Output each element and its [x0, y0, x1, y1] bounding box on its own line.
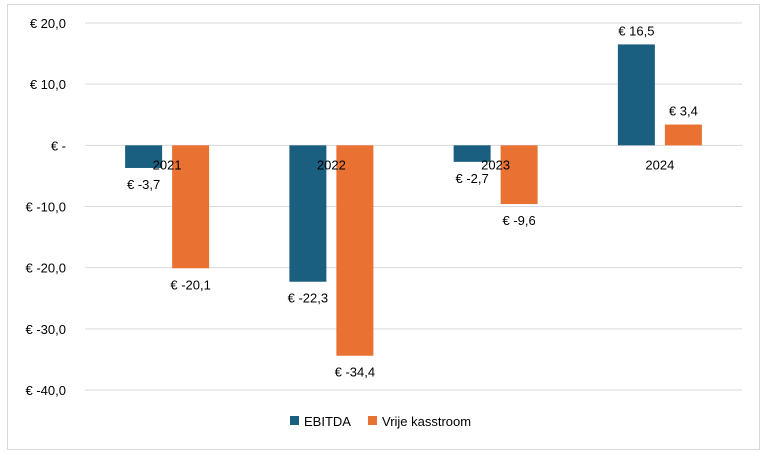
data-label: € -22,3 — [288, 291, 328, 306]
bar-vrije-kasstroom — [664, 124, 702, 146]
category-label: 2022 — [317, 157, 346, 172]
bars — [125, 44, 702, 356]
legend-label-ebitda: EBITDA — [304, 414, 351, 429]
category-label: 2023 — [481, 157, 510, 172]
category-label: 2021 — [153, 157, 182, 172]
y-axis-tick-labels: € 20,0 € 10,0 € - € -10,0 € -20,0 € -30,0 € -4… — [26, 16, 66, 398]
data-labels: € -3,7 € -20,1 € -22,3 € -34,4 € -2,7 € -9,6 €… — [127, 23, 698, 379]
y-tick-label: € - — [51, 138, 66, 153]
legend: EBITDA Vrije kasstroom — [290, 414, 471, 429]
y-tick-label: € -40,0 — [26, 383, 66, 398]
bar-vrije-kasstroom — [336, 145, 374, 356]
bar-vrije-kasstroom — [172, 145, 210, 269]
bar-ebitda — [453, 145, 491, 162]
data-label: € -34,4 — [335, 365, 375, 380]
data-label: € -2,7 — [456, 171, 489, 186]
bar-ebitda — [289, 145, 327, 282]
legend-swatch-ebitda — [290, 416, 299, 425]
y-tick-label: € 20,0 — [30, 16, 66, 31]
data-label: € 16,5 — [618, 23, 654, 38]
data-label: € 3,4 — [669, 104, 698, 119]
category-labels: 2021 2022 2023 2024 — [153, 157, 675, 172]
legend-label-vrije-kasstroom: Vrije kasstroom — [382, 414, 471, 429]
legend-swatch-vrije-kasstroom — [368, 416, 377, 425]
data-label: € -9,6 — [503, 213, 536, 228]
bar-vrije-kasstroom — [500, 145, 538, 205]
y-tick-label: € 10,0 — [30, 77, 66, 92]
y-tick-label: € -10,0 — [26, 200, 66, 215]
data-label: € -20,1 — [170, 277, 210, 292]
bar-ebitda — [617, 44, 655, 146]
y-tick-label: € -20,0 — [26, 261, 66, 276]
y-tick-label: € -30,0 — [26, 322, 66, 337]
category-label: 2024 — [645, 157, 674, 172]
bar-ebitda — [125, 145, 163, 168]
data-label: € -3,7 — [127, 177, 160, 192]
